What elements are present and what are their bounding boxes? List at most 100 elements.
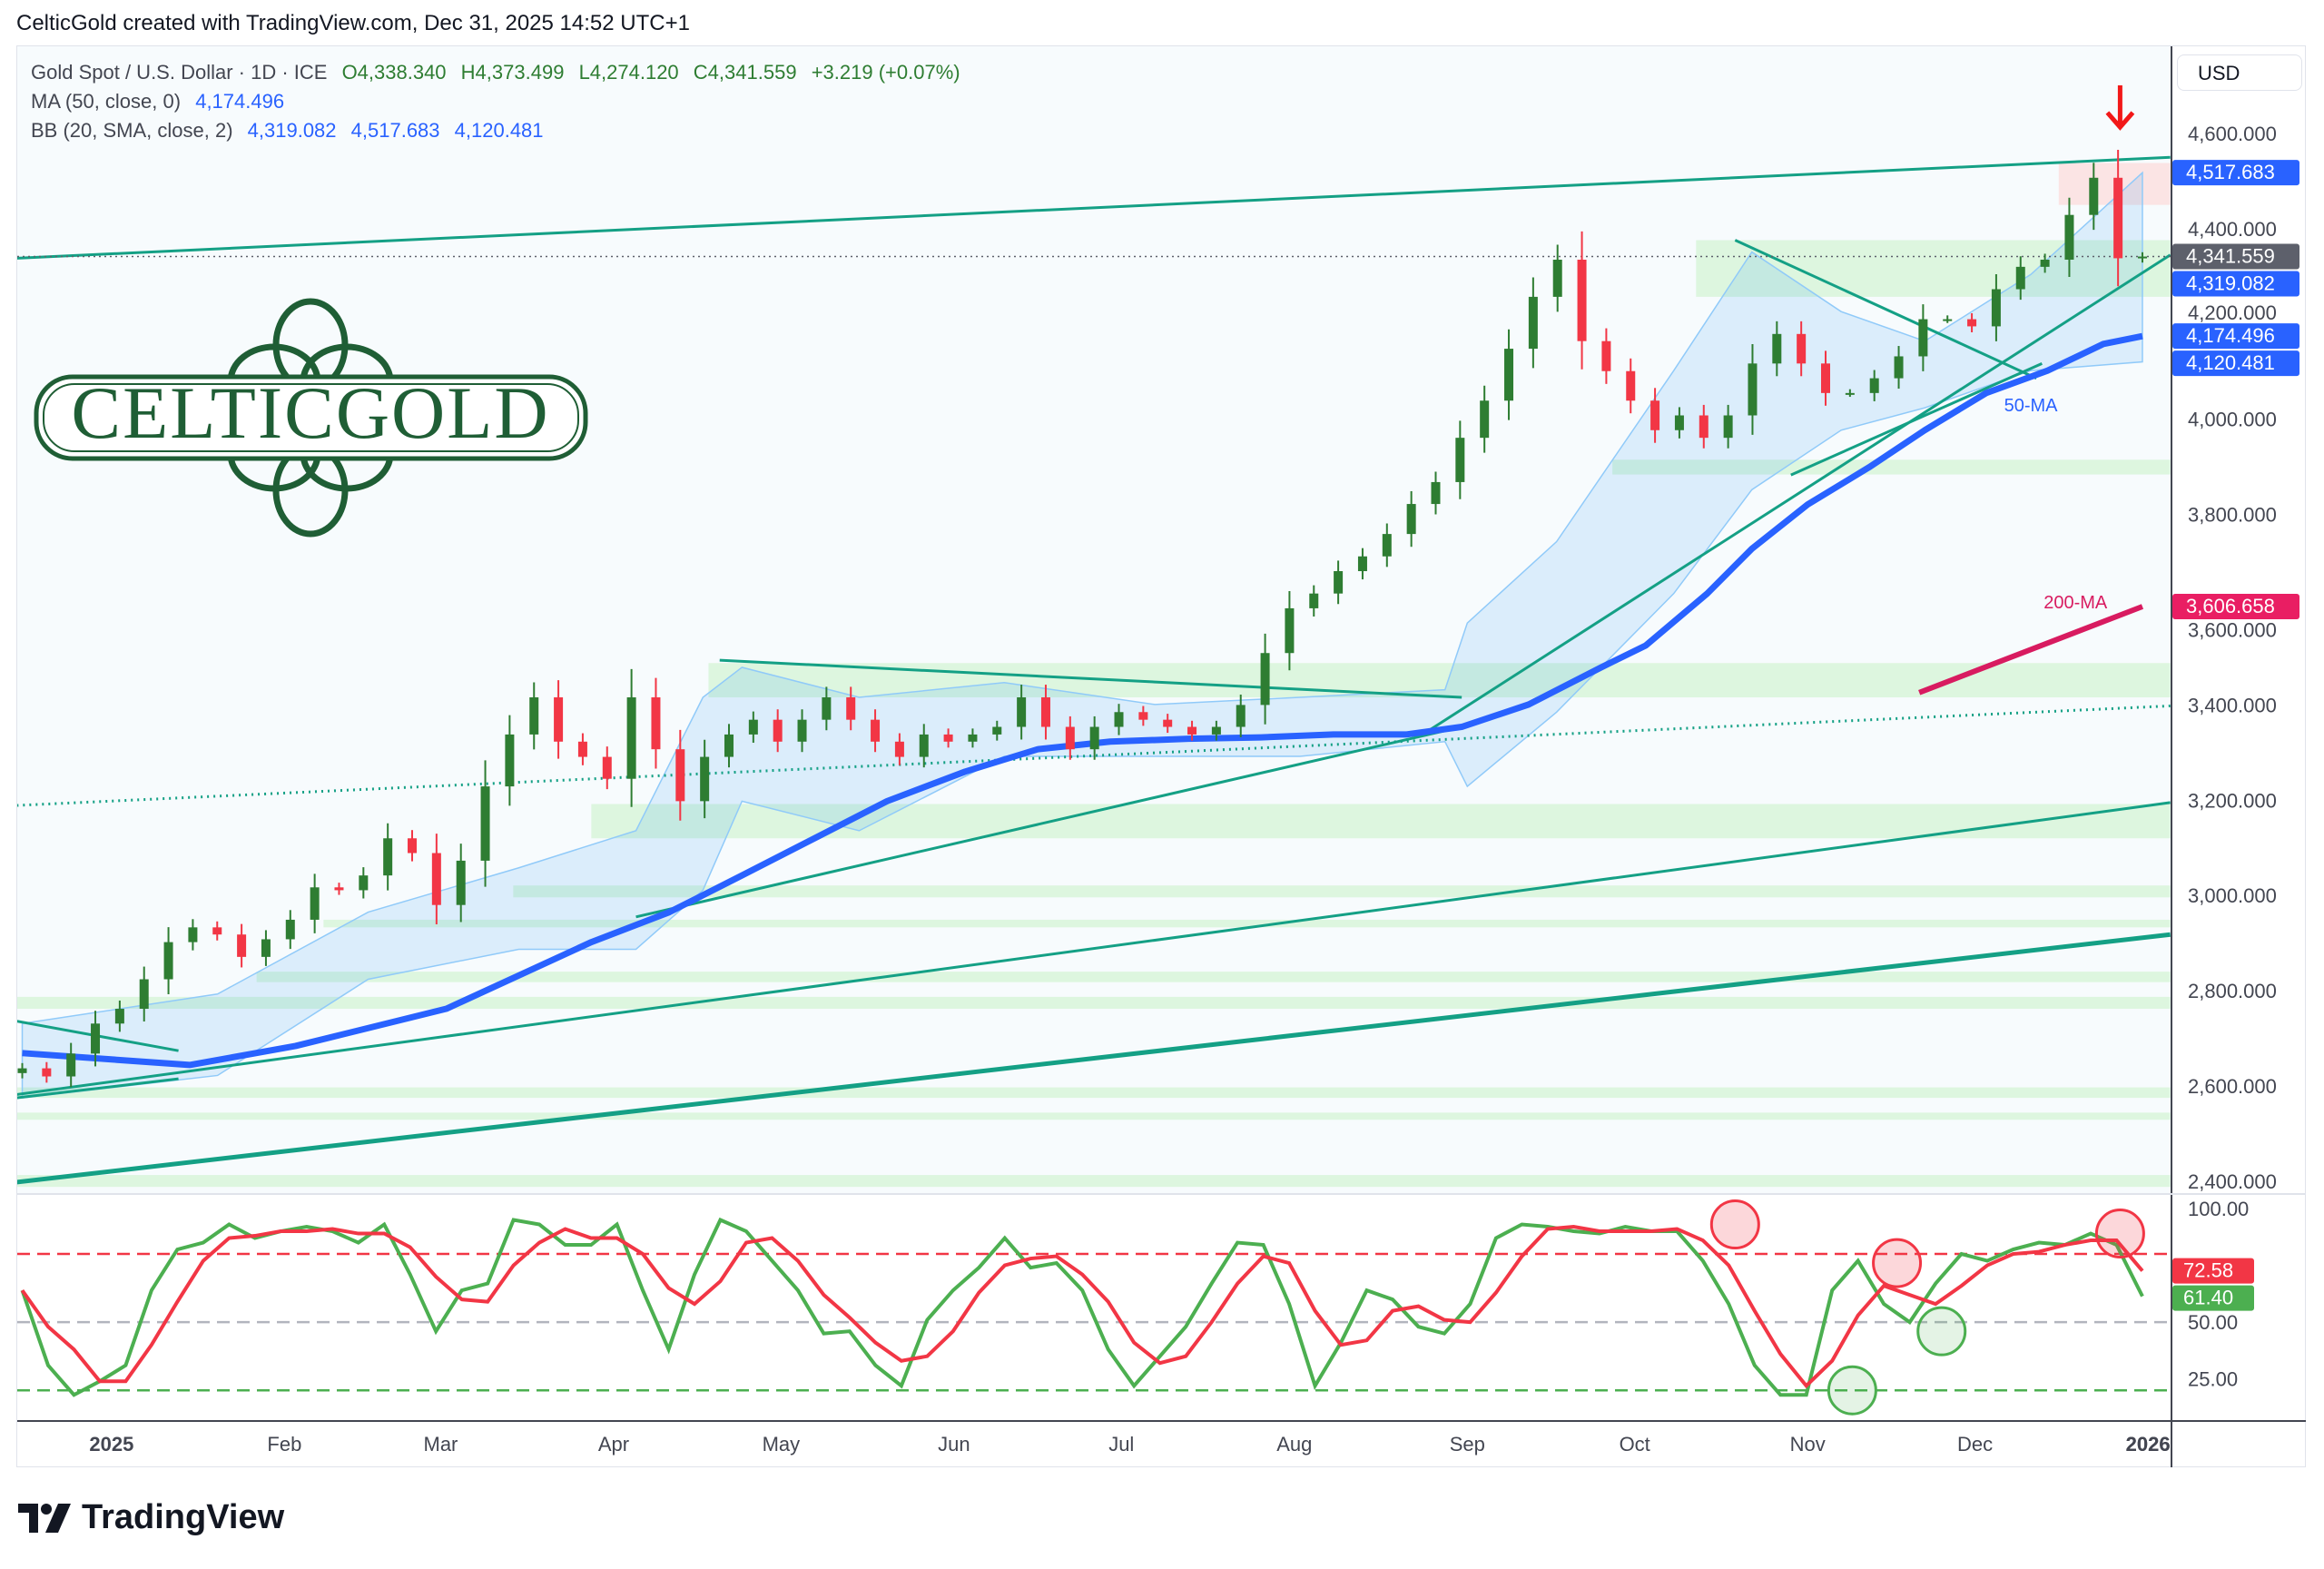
price-label-box	[2172, 160, 2299, 186]
candle	[334, 883, 344, 895]
oscillator-tick-label: 100.00	[2188, 1198, 2249, 1220]
candle	[1138, 706, 1148, 726]
candle-body	[554, 697, 564, 742]
candle	[1431, 471, 1441, 515]
symbol-name[interactable]: Gold Spot / U.S. Dollar · 1D · ICE	[31, 61, 328, 84]
price-tick-label: 3,200.000	[2188, 789, 2277, 812]
ma-value: 4,174.496	[195, 90, 285, 113]
support-zone	[256, 972, 2171, 982]
candle	[1577, 231, 1587, 370]
bb-row: BB (20, SMA, close, 2) 4,319.082 4,517.6…	[31, 116, 960, 145]
oscillator-value-box	[2172, 1285, 2254, 1311]
candle-body	[1089, 726, 1099, 750]
trendline	[719, 658, 1462, 699]
trendline	[17, 932, 2171, 1185]
support-zone	[1696, 240, 2171, 297]
candle	[2015, 256, 2025, 301]
ma-label[interactable]: MA (50, close, 0)	[31, 90, 182, 113]
trendline	[1790, 361, 2043, 477]
ma50-label: 50-MA	[2004, 396, 2059, 416]
overbought-marker	[1709, 1199, 1760, 1250]
candle-body	[1601, 340, 1611, 371]
candle	[894, 733, 904, 765]
ma200-line	[1918, 604, 2144, 696]
candle-body	[529, 697, 539, 735]
candle-body	[577, 741, 587, 757]
candle	[773, 709, 783, 753]
oscillator-pane[interactable]	[17, 1195, 2171, 1420]
candle	[1626, 358, 1636, 414]
oscillator-value-label: 72.58	[2183, 1259, 2233, 1282]
candle-body	[1772, 333, 1782, 364]
svg-text:CELTICGOLD: CELTICGOLD	[71, 371, 549, 454]
change-value: +3.219 (+0.07%)	[811, 61, 960, 84]
candle-body	[1040, 697, 1050, 727]
candle	[1089, 715, 1099, 760]
candle	[1236, 694, 1246, 737]
bb-basis-value: 4,319.082	[247, 119, 337, 142]
candle-body	[1163, 719, 1173, 727]
candle	[992, 720, 1002, 741]
time-tick-label: Oct	[1620, 1433, 1650, 1456]
candle-body	[773, 719, 783, 742]
currency-button[interactable]: USD	[2177, 54, 2302, 91]
candle-body	[1748, 363, 1758, 416]
support-zone	[17, 1087, 2171, 1099]
candle-body	[1236, 705, 1246, 727]
candle	[602, 746, 612, 790]
time-tick-label: Sep	[1450, 1433, 1485, 1456]
time-tick-label: 2026	[2126, 1433, 2171, 1456]
price-tick-label: 4,600.000	[2188, 123, 2277, 145]
support-zone	[17, 1112, 2171, 1120]
price-tick-label: 2,800.000	[2188, 980, 2277, 1002]
candle	[505, 715, 515, 806]
time-tick-label: Feb	[267, 1433, 301, 1456]
bb-label[interactable]: BB (20, SMA, close, 2)	[31, 119, 233, 142]
candle-body	[1114, 712, 1124, 727]
time-tick-label: Aug	[1276, 1433, 1312, 1456]
candle	[310, 873, 320, 933]
support-zone	[513, 885, 2171, 898]
candle	[139, 966, 149, 1021]
candle	[675, 729, 685, 821]
candle-body	[188, 927, 198, 942]
oscillator-d-line	[20, 1225, 2144, 1389]
candle-body	[310, 887, 320, 920]
candle	[1748, 343, 1758, 435]
time-tick-label: Mar	[424, 1433, 458, 1456]
close-value: C4,341.559	[693, 61, 797, 84]
chart-credit: CelticGold created with TradingView.com,…	[16, 11, 690, 35]
candle-body	[1528, 296, 1538, 350]
price-tick-label: 4,400.000	[2188, 218, 2277, 241]
candle-body	[1065, 726, 1075, 750]
price-label: 4,517.683	[2186, 161, 2275, 183]
candle-body	[1894, 356, 1904, 379]
bb-upper-value: 4,517.683	[350, 119, 440, 142]
candle	[1309, 585, 1319, 617]
oscillator-k-line	[20, 1217, 2144, 1397]
candle-body	[408, 838, 418, 854]
candle	[700, 739, 710, 819]
price-tick-label: 3,000.000	[2188, 884, 2277, 907]
price-label: 4,341.559	[2186, 245, 2275, 268]
support-zone	[323, 919, 2171, 928]
support-zone	[1612, 459, 2171, 475]
chart-frame	[16, 45, 2306, 1467]
candle-body	[2040, 259, 2050, 267]
candle-body	[431, 853, 441, 905]
price-pane[interactable]: 50-MA 200-MA	[16, 46, 2171, 1194]
candle	[968, 728, 978, 748]
candle-body	[114, 1009, 124, 1024]
candle	[1040, 685, 1050, 740]
candle-body	[480, 786, 490, 861]
bollinger-band	[21, 171, 2143, 1099]
ma200-label: 200-MA	[2043, 593, 2108, 613]
tradingview-wordmark: TradingView	[82, 1498, 285, 1536]
candle-body	[1967, 319, 1977, 327]
candle-body	[2113, 177, 2123, 259]
candle	[651, 677, 661, 769]
trendline	[635, 725, 1462, 919]
candle-body	[2137, 256, 2147, 259]
candle-body	[456, 860, 466, 905]
